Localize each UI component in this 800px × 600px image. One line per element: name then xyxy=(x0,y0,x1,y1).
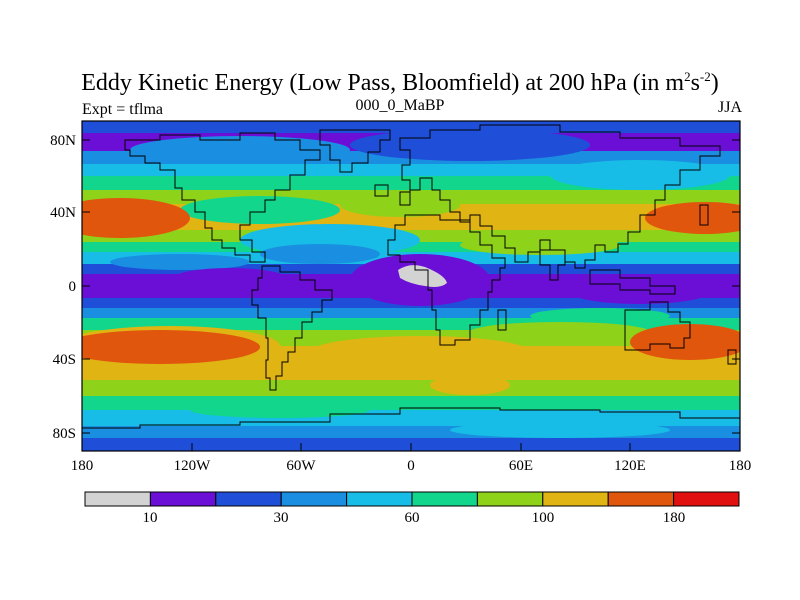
colorbar-box xyxy=(149,491,217,507)
blob-pacific-n-orange xyxy=(82,198,190,238)
colorbar-box xyxy=(280,491,348,507)
colorbar-box xyxy=(346,491,413,507)
time-label: 000_0_MaBP xyxy=(355,97,445,114)
coast-europe-islands xyxy=(374,184,389,197)
band-polar-north xyxy=(82,121,740,133)
blob-io-lime xyxy=(470,322,650,342)
colorbar-box xyxy=(607,491,675,507)
coast-greenland xyxy=(319,129,391,173)
x-tick-labels: 180 120W 60W 0 60E 120E 180 xyxy=(71,458,752,474)
y-tick-label: 80N xyxy=(50,133,76,149)
colorbar-box xyxy=(215,491,282,507)
y-axis-ticks xyxy=(82,139,740,434)
blob-so-cyan xyxy=(450,422,670,438)
coast-madagascar xyxy=(497,309,507,331)
y-tick-label: 0 xyxy=(69,279,77,295)
contour-field xyxy=(82,121,740,451)
colorbar-label: 30 xyxy=(274,510,289,526)
coast-japan xyxy=(699,204,709,226)
colorbar-labels: 10 30 60 100 180 xyxy=(143,510,686,526)
blob-so-teal xyxy=(190,402,370,418)
blob-sa-purple xyxy=(170,268,290,292)
chart-title: Eddy Kinetic Energy (Low Pass, Bloomfiel… xyxy=(81,69,719,96)
coastlines xyxy=(82,124,740,429)
x-tick-label: 60W xyxy=(286,458,316,474)
coast-antarctica xyxy=(82,407,740,429)
colorbar-box xyxy=(411,491,478,507)
y-tick-labels: 80N 40N 0 40S 80S xyxy=(50,133,76,442)
colorbar-box xyxy=(476,491,544,507)
colorbar-label: 60 xyxy=(405,510,420,526)
colorbar-box xyxy=(84,491,151,507)
blob-sio-yellow xyxy=(430,375,510,395)
colorbar-label: 100 xyxy=(532,510,555,526)
band-subtrop-teal xyxy=(82,242,740,252)
blob-na-blue xyxy=(130,136,350,164)
y-tick-label: 40S xyxy=(53,352,76,368)
x-tick-label: 180 xyxy=(71,458,94,474)
blob-asia-cyan xyxy=(550,160,730,190)
colorbar-box xyxy=(673,491,740,507)
blob-io-teal xyxy=(530,308,670,324)
band-s-lime2 xyxy=(82,380,740,396)
blob-satl-yellow xyxy=(310,336,530,368)
x-axis-ticks xyxy=(81,443,741,451)
y-tick-label: 40N xyxy=(50,205,76,221)
x-tick-label: 120E xyxy=(614,458,646,474)
coast-africa xyxy=(387,214,506,346)
blob-gray-min xyxy=(398,265,447,287)
x-tick-label: 120W xyxy=(174,458,212,474)
x-tick-label: 0 xyxy=(407,458,415,474)
coast-indonesia xyxy=(589,269,676,295)
x-tick-label: 60E xyxy=(509,458,533,474)
coast-south-america xyxy=(251,265,333,391)
blob-us-teal xyxy=(180,196,340,224)
colorbar-label: 10 xyxy=(143,510,158,526)
blob-spac-orange xyxy=(82,330,260,364)
experiment-label: Expt = tflma xyxy=(82,101,164,118)
colorbar-box xyxy=(542,491,609,507)
colorbar-label: 180 xyxy=(663,510,686,526)
y-tick-label: 80S xyxy=(53,426,76,442)
blob-epac-midblue xyxy=(110,254,250,270)
coast-nz xyxy=(727,349,737,365)
blob-pacific-nw-orange xyxy=(645,202,740,234)
x-tick-label: 180 xyxy=(729,458,752,474)
coast-australia xyxy=(624,301,691,351)
blob-atl-midblue xyxy=(260,244,380,264)
season-label: JJA xyxy=(717,99,742,116)
colorbar xyxy=(84,491,740,507)
coast-india xyxy=(539,249,566,281)
blob-eurasia-blue xyxy=(350,129,590,161)
blob-aus-orange xyxy=(630,324,740,360)
band-s-midblue xyxy=(82,308,740,318)
coast-north-america xyxy=(124,132,321,263)
